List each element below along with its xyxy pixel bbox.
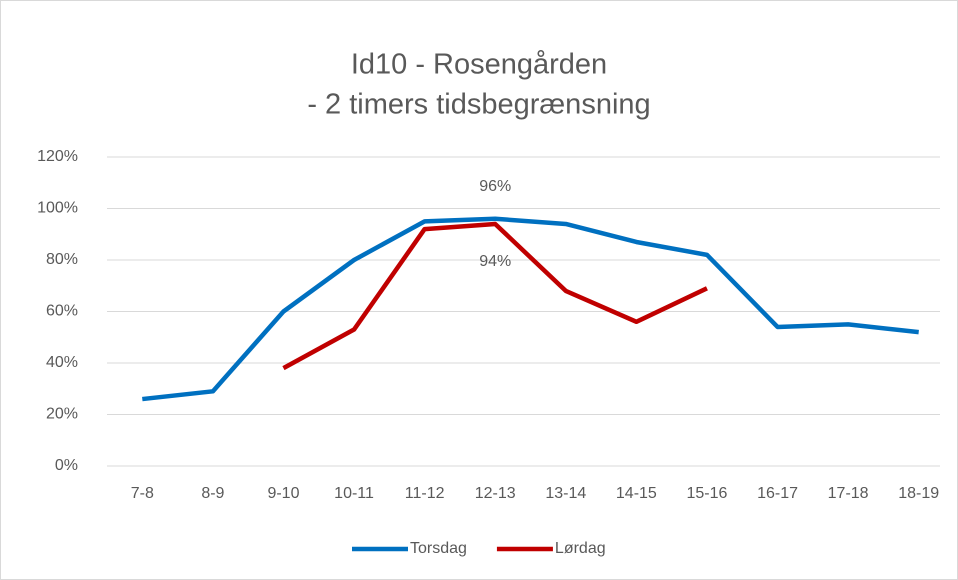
data-label: 94%: [479, 253, 511, 270]
x-tick-label: 16-17: [757, 485, 798, 502]
y-tick-label: 80%: [46, 251, 78, 268]
y-tick-label: 20%: [46, 406, 78, 423]
y-tick-label: 0%: [55, 457, 78, 474]
x-tick-label: 11-12: [405, 485, 445, 502]
legend-label: Torsdag: [410, 540, 467, 557]
x-tick-label: 14-15: [616, 485, 657, 502]
x-tick-label: 8-9: [201, 485, 224, 502]
x-tick-label: 10-11: [334, 485, 374, 502]
y-tick-label: 60%: [46, 303, 78, 320]
x-tick-label: 12-13: [475, 485, 516, 502]
x-tick-label: 9-10: [267, 485, 299, 502]
y-tick-label: 120%: [37, 148, 78, 165]
chart-title: Id10 - Rosengården: [351, 49, 607, 81]
x-tick-label: 17-18: [828, 485, 869, 502]
x-tick-label: 18-19: [898, 485, 939, 502]
x-tick-label: 7-8: [131, 485, 154, 502]
y-tick-label: 100%: [37, 200, 78, 217]
x-tick-label: 15-16: [686, 485, 727, 502]
data-label: 96%: [479, 178, 511, 195]
series-line: [142, 216, 919, 402]
x-tick-label: 13-14: [545, 485, 586, 502]
chart-title: - 2 timers tidsbegrænsning: [307, 89, 650, 121]
legend-label: Lørdag: [555, 540, 606, 557]
series-line: [282, 221, 708, 371]
y-tick-label: 40%: [46, 354, 78, 371]
